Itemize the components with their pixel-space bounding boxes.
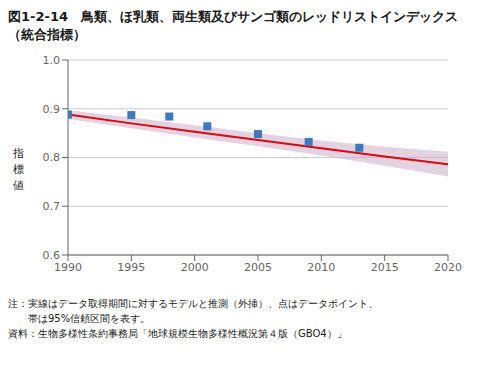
svg-text:0.9: 0.9 bbox=[43, 103, 61, 116]
html-text:指: 指 bbox=[12, 147, 24, 160]
html-text:資料：生物多様性条約事務局「地球規模生物多様性概況第４版（G: 資料：生物多様性条約事務局「地球規模生物多様性概況第４版（GBO4）」 bbox=[8, 328, 347, 339]
html-text:標: 標 bbox=[12, 163, 24, 176]
svg-text:0.6: 0.6 bbox=[43, 249, 61, 262]
svg-text:2020: 2020 bbox=[434, 261, 462, 274]
svg-text:2015: 2015 bbox=[371, 261, 399, 274]
html-text:注：実線はデータ取得期間に対するモデルと推測（外挿）、点はデ: 注：実線はデータ取得期間に対するモデルと推測（外挿）、点はデータポイント、 bbox=[8, 298, 378, 309]
html-text:図1-2-14 鳥類、ほ乳類、両生類及びサンゴ類のレッドリス: 図1-2-14 鳥類、ほ乳類、両生類及びサンゴ類のレッドリストインデックス（統合… bbox=[8, 9, 458, 42]
svg-text:2005: 2005 bbox=[244, 261, 272, 274]
html-text:帯は95%信頼区間を表す。: 帯は95%信頼区間を表す。 bbox=[8, 313, 151, 324]
html-text:値: 値 bbox=[12, 179, 24, 192]
svg-text:0.8: 0.8 bbox=[43, 151, 61, 164]
svg-text:1.0: 1.0 bbox=[43, 54, 61, 67]
svg-text:2010: 2010 bbox=[307, 261, 335, 274]
svg-text:1995: 1995 bbox=[117, 261, 145, 274]
svg-text:0.7: 0.7 bbox=[43, 200, 61, 213]
svg-text:2000: 2000 bbox=[181, 261, 209, 274]
svg-text:1990: 1990 bbox=[54, 261, 82, 274]
